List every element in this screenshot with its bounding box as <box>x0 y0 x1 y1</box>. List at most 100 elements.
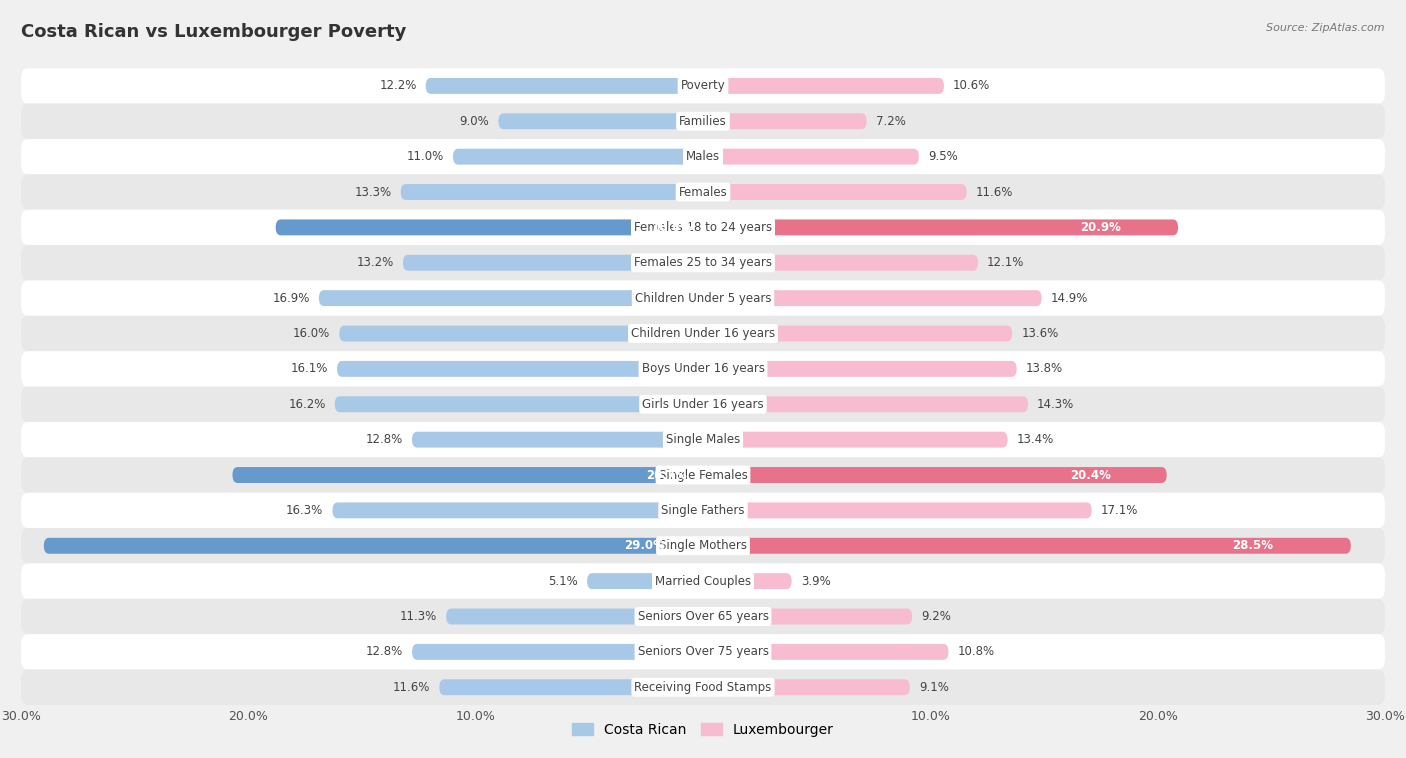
Text: Single Males: Single Males <box>666 433 740 446</box>
Text: 16.0%: 16.0% <box>292 327 330 340</box>
Text: 7.2%: 7.2% <box>876 114 905 128</box>
FancyBboxPatch shape <box>703 220 1178 236</box>
FancyBboxPatch shape <box>21 563 1385 599</box>
FancyBboxPatch shape <box>276 220 703 236</box>
FancyBboxPatch shape <box>21 316 1385 351</box>
FancyBboxPatch shape <box>703 184 967 200</box>
FancyBboxPatch shape <box>319 290 703 306</box>
Text: 14.3%: 14.3% <box>1038 398 1074 411</box>
Text: Seniors Over 65 years: Seniors Over 65 years <box>637 610 769 623</box>
Text: 3.9%: 3.9% <box>801 575 831 587</box>
Text: 13.4%: 13.4% <box>1017 433 1054 446</box>
Text: 12.1%: 12.1% <box>987 256 1025 269</box>
Text: Females: Females <box>679 186 727 199</box>
Text: 10.8%: 10.8% <box>957 645 994 659</box>
FancyBboxPatch shape <box>21 634 1385 669</box>
Text: 11.6%: 11.6% <box>976 186 1014 199</box>
Text: 10.6%: 10.6% <box>953 80 990 92</box>
Text: 9.5%: 9.5% <box>928 150 957 163</box>
FancyBboxPatch shape <box>21 493 1385 528</box>
Text: Females 25 to 34 years: Females 25 to 34 years <box>634 256 772 269</box>
Text: Married Couples: Married Couples <box>655 575 751 587</box>
FancyBboxPatch shape <box>703 290 1042 306</box>
FancyBboxPatch shape <box>337 361 703 377</box>
Text: 16.9%: 16.9% <box>273 292 309 305</box>
FancyBboxPatch shape <box>703 113 866 129</box>
FancyBboxPatch shape <box>21 139 1385 174</box>
Text: 18.8%: 18.8% <box>652 221 693 234</box>
FancyBboxPatch shape <box>703 644 949 659</box>
FancyBboxPatch shape <box>453 149 703 164</box>
FancyBboxPatch shape <box>339 326 703 342</box>
Text: 17.1%: 17.1% <box>1101 504 1137 517</box>
Text: 16.1%: 16.1% <box>291 362 328 375</box>
Text: 9.2%: 9.2% <box>921 610 950 623</box>
FancyBboxPatch shape <box>44 538 703 554</box>
Text: 13.2%: 13.2% <box>357 256 394 269</box>
Text: Seniors Over 75 years: Seniors Over 75 years <box>637 645 769 659</box>
Text: 16.2%: 16.2% <box>288 398 326 411</box>
FancyBboxPatch shape <box>426 78 703 94</box>
FancyBboxPatch shape <box>21 599 1385 634</box>
FancyBboxPatch shape <box>21 422 1385 457</box>
FancyBboxPatch shape <box>446 609 703 625</box>
Text: Single Females: Single Females <box>658 468 748 481</box>
Text: 28.5%: 28.5% <box>1232 539 1272 553</box>
Text: 20.9%: 20.9% <box>1080 221 1121 234</box>
Text: Source: ZipAtlas.com: Source: ZipAtlas.com <box>1267 23 1385 33</box>
FancyBboxPatch shape <box>21 528 1385 563</box>
Text: 16.3%: 16.3% <box>287 504 323 517</box>
FancyBboxPatch shape <box>21 351 1385 387</box>
FancyBboxPatch shape <box>21 210 1385 245</box>
FancyBboxPatch shape <box>439 679 703 695</box>
FancyBboxPatch shape <box>703 149 920 164</box>
Text: 11.6%: 11.6% <box>392 681 430 694</box>
FancyBboxPatch shape <box>703 679 910 695</box>
Legend: Costa Rican, Luxembourger: Costa Rican, Luxembourger <box>567 718 839 743</box>
Text: Single Fathers: Single Fathers <box>661 504 745 517</box>
Text: 13.6%: 13.6% <box>1021 327 1059 340</box>
Text: 9.1%: 9.1% <box>920 681 949 694</box>
FancyBboxPatch shape <box>335 396 703 412</box>
FancyBboxPatch shape <box>21 68 1385 104</box>
FancyBboxPatch shape <box>21 174 1385 210</box>
FancyBboxPatch shape <box>404 255 703 271</box>
FancyBboxPatch shape <box>703 396 1028 412</box>
Text: 20.4%: 20.4% <box>1070 468 1111 481</box>
FancyBboxPatch shape <box>21 669 1385 705</box>
Text: 14.9%: 14.9% <box>1050 292 1088 305</box>
FancyBboxPatch shape <box>401 184 703 200</box>
Text: Children Under 5 years: Children Under 5 years <box>634 292 772 305</box>
Text: Girls Under 16 years: Girls Under 16 years <box>643 398 763 411</box>
FancyBboxPatch shape <box>21 387 1385 422</box>
FancyBboxPatch shape <box>499 113 703 129</box>
Text: Receiving Food Stamps: Receiving Food Stamps <box>634 681 772 694</box>
FancyBboxPatch shape <box>21 280 1385 316</box>
Text: 12.8%: 12.8% <box>366 645 404 659</box>
Text: Poverty: Poverty <box>681 80 725 92</box>
FancyBboxPatch shape <box>703 538 1351 554</box>
FancyBboxPatch shape <box>703 609 912 625</box>
Text: 13.3%: 13.3% <box>354 186 392 199</box>
Text: Costa Rican vs Luxembourger Poverty: Costa Rican vs Luxembourger Poverty <box>21 23 406 41</box>
FancyBboxPatch shape <box>232 467 703 483</box>
Text: Families: Families <box>679 114 727 128</box>
FancyBboxPatch shape <box>21 245 1385 280</box>
Text: 20.7%: 20.7% <box>647 468 688 481</box>
FancyBboxPatch shape <box>21 104 1385 139</box>
Text: 13.8%: 13.8% <box>1026 362 1063 375</box>
Text: 12.8%: 12.8% <box>366 433 404 446</box>
FancyBboxPatch shape <box>703 503 1091 518</box>
Text: Children Under 16 years: Children Under 16 years <box>631 327 775 340</box>
FancyBboxPatch shape <box>412 432 703 447</box>
Text: 11.3%: 11.3% <box>399 610 437 623</box>
FancyBboxPatch shape <box>703 573 792 589</box>
FancyBboxPatch shape <box>703 255 979 271</box>
Text: 9.0%: 9.0% <box>460 114 489 128</box>
Text: Females 18 to 24 years: Females 18 to 24 years <box>634 221 772 234</box>
Text: Single Mothers: Single Mothers <box>659 539 747 553</box>
FancyBboxPatch shape <box>703 361 1017 377</box>
FancyBboxPatch shape <box>703 467 1167 483</box>
FancyBboxPatch shape <box>703 432 1008 447</box>
FancyBboxPatch shape <box>588 573 703 589</box>
